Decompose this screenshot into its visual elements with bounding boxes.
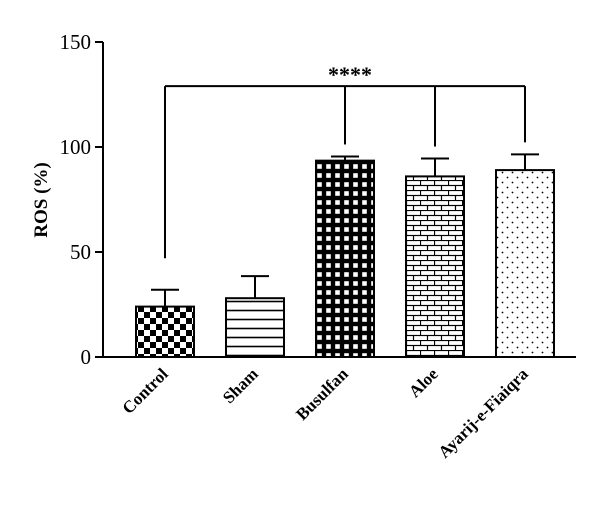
y-axis-label: ROS (%) (31, 162, 52, 237)
x-tick-label: Ayarij-e-Fiaiqra (434, 364, 532, 462)
y-tick-label: 0 (81, 345, 92, 369)
y-tick-label: 50 (70, 240, 91, 264)
bar-sham (225, 297, 285, 359)
x-tick-label: Busulfan (292, 364, 352, 424)
x-tick-label: Aloe (405, 364, 442, 401)
bar-ayarij-e-fiaiqra (495, 169, 555, 358)
error-bars (151, 153, 539, 307)
y-tick-label: 100 (60, 135, 92, 159)
bar-control (135, 305, 195, 359)
significance-bracket: **** (164, 62, 526, 259)
x-tick-label: Control (119, 364, 172, 417)
x-tick-label: Sham (219, 364, 262, 407)
y-tick-label: 150 (60, 30, 92, 54)
bar-busulfan (315, 159, 375, 358)
bar-aloe (405, 175, 465, 358)
significance-label: **** (328, 62, 372, 87)
y-ticks: 0 50 100 150 (60, 30, 103, 369)
bars (135, 159, 555, 359)
